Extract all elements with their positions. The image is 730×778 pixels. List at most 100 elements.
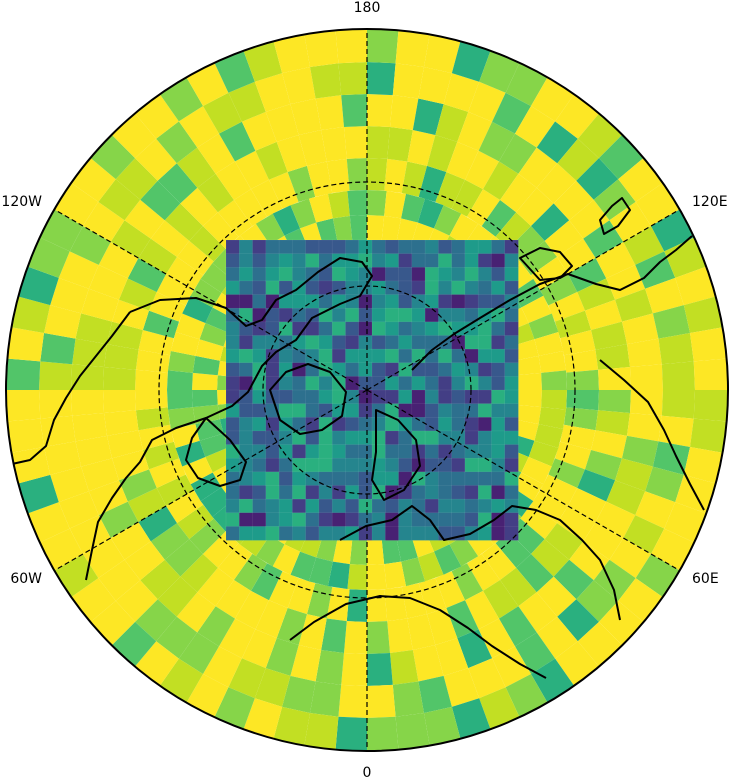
grid-cell <box>316 533 338 562</box>
grid-cell <box>345 417 360 432</box>
grid-cell <box>411 389 426 405</box>
grid-cell <box>675 266 717 306</box>
grid-cell <box>481 543 517 581</box>
grid-cell <box>203 92 242 134</box>
grid-cell <box>491 253 506 268</box>
grid-cell <box>491 485 506 500</box>
grid-cell <box>477 430 493 446</box>
grid-cell <box>278 403 294 418</box>
grid-cell <box>308 193 333 223</box>
grid-cell <box>292 526 307 541</box>
grid-cell <box>346 158 367 191</box>
grid-cell <box>451 280 466 296</box>
grid-cell <box>186 674 229 719</box>
meridian-line <box>54 208 368 391</box>
grid-cell <box>278 348 294 364</box>
grid-cell <box>548 458 586 489</box>
grid-cell <box>385 280 400 296</box>
grid-cell <box>318 239 333 255</box>
grid-cell <box>367 190 387 216</box>
grid-cell <box>398 348 413 364</box>
grid-cell <box>199 433 229 457</box>
grid-cell <box>451 563 483 601</box>
grid-cell <box>395 29 430 67</box>
grid-cell <box>308 557 333 587</box>
grid-cell <box>345 376 360 391</box>
grid-cell <box>443 668 480 707</box>
grid-cell <box>491 444 506 459</box>
grid-cell <box>239 485 254 500</box>
grid-cell <box>504 403 519 418</box>
grid-cell <box>276 134 307 172</box>
grid-cell <box>265 267 280 282</box>
grid-cell <box>477 389 493 405</box>
grid-cell <box>367 684 396 718</box>
grid-cell <box>255 213 285 245</box>
grid-cell <box>491 362 506 378</box>
grid-cell <box>451 40 491 82</box>
grid-cell <box>306 583 333 619</box>
grid-cell <box>367 564 387 590</box>
grid-cell <box>424 294 440 309</box>
grid-cell <box>464 348 479 364</box>
grid-cell <box>243 40 283 82</box>
grid-cell <box>331 471 347 487</box>
grid-cell <box>411 485 426 500</box>
grid-cell <box>252 457 267 473</box>
grid-cell <box>110 522 151 560</box>
grid-cell <box>318 348 333 364</box>
grid-cell <box>516 372 542 390</box>
grid-cell <box>504 444 519 459</box>
grid-cell <box>254 73 291 112</box>
grid-cell <box>530 256 568 290</box>
grid-cell <box>557 599 599 642</box>
grid-cell <box>265 471 280 487</box>
grid-cell <box>464 485 479 500</box>
grid-cell <box>683 296 724 334</box>
grid-cell <box>514 404 542 425</box>
grid-cell <box>200 487 232 517</box>
grid-cell <box>178 105 219 148</box>
grid-cell <box>239 430 254 446</box>
grid-cell <box>305 498 320 514</box>
grid-cell <box>166 490 204 524</box>
grid-cell <box>304 713 339 751</box>
grid-cell <box>81 288 119 322</box>
graticule <box>54 29 680 751</box>
grid-cell <box>107 321 143 350</box>
grid-cell <box>411 253 426 268</box>
grid-cell <box>310 681 342 717</box>
grid-cell <box>541 370 567 390</box>
grid-cell <box>390 649 419 685</box>
grid-cell <box>338 62 367 96</box>
grid-cell <box>451 498 466 514</box>
grid-cell <box>424 498 440 514</box>
grid-cell <box>514 355 542 376</box>
grid-cell <box>358 294 373 309</box>
grid-cell <box>252 348 267 364</box>
grid-cell <box>75 313 112 345</box>
grid-cell <box>268 171 299 209</box>
grid-cell <box>345 335 360 350</box>
grid-cell <box>331 307 347 323</box>
grid-cell <box>252 498 267 514</box>
grid-cell <box>243 698 283 740</box>
grid-cell <box>626 338 662 367</box>
grid-cell <box>367 126 391 159</box>
grid-cell <box>491 239 506 255</box>
grid-cell <box>438 485 453 500</box>
grid-cell <box>278 267 294 282</box>
grid-cell <box>427 608 458 646</box>
grid-cell <box>239 348 254 364</box>
grid-cell <box>504 348 519 364</box>
grid-cell <box>491 389 506 405</box>
grid-cell <box>43 441 82 475</box>
grid-cell <box>225 498 240 514</box>
grid-cell <box>367 158 388 191</box>
grid-cell <box>451 389 466 405</box>
grid-cell <box>197 173 234 213</box>
grid-cell <box>318 512 333 528</box>
grid-cell <box>449 213 479 245</box>
grid-cell <box>225 239 240 255</box>
grid-cell <box>538 350 567 373</box>
